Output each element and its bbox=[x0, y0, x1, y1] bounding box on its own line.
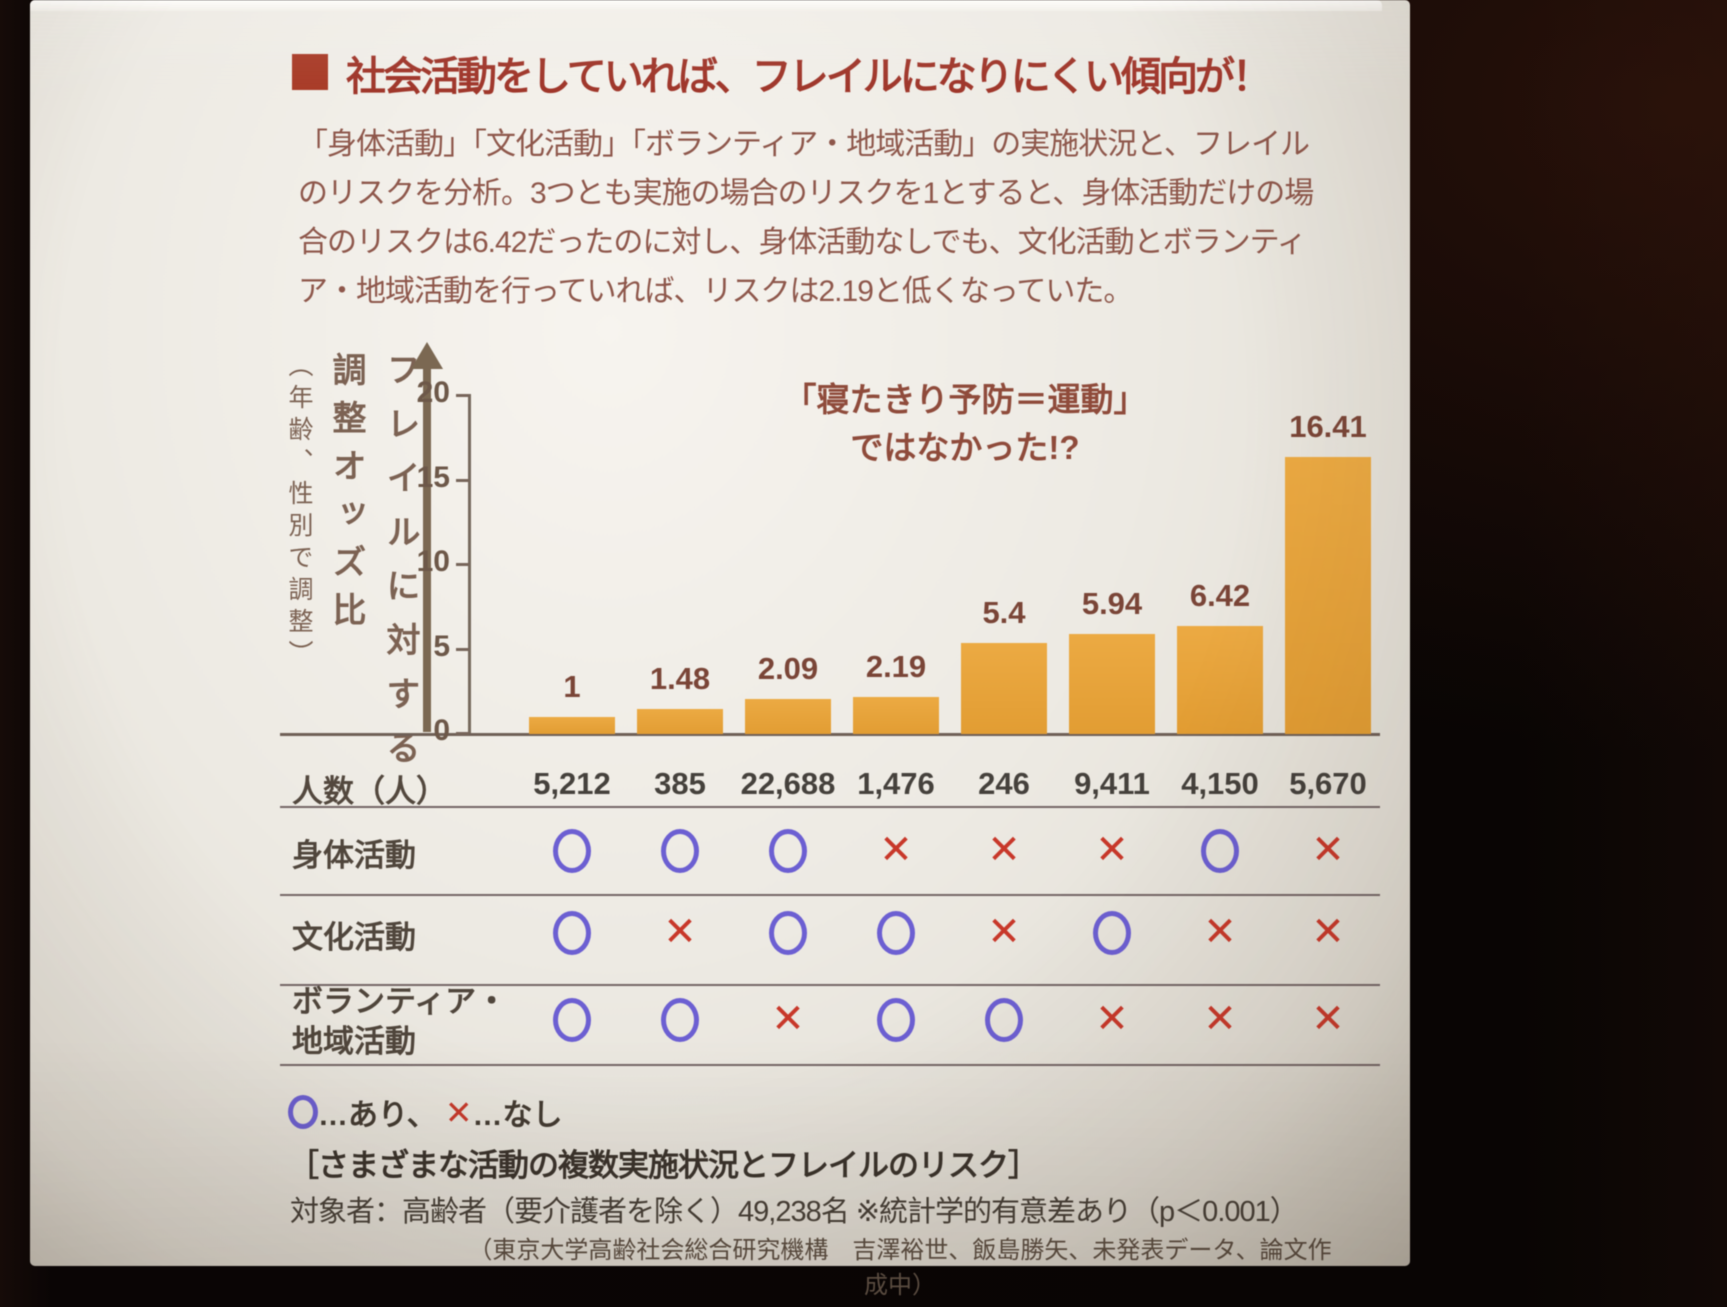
row-label-volunteer-activity-line2: 地域活動 bbox=[292, 1024, 416, 1059]
count-value: 5,212 bbox=[533, 766, 611, 801]
x-axis-baseline bbox=[280, 733, 1380, 736]
bar-value-label: 5.94 bbox=[1081, 586, 1143, 621]
y-axis-label-line1: フレイルに対する bbox=[381, 352, 419, 784]
bar bbox=[529, 717, 615, 734]
chart-region: 0 5 10 15 20 1 1.48 2.09 2.19 5.4 5.94 6.42 16.41 5,2… bbox=[30, 0, 1410, 1266]
intro-line: ア・地域活動を行っていれば、リスクは2.19と低くなっていた。 bbox=[298, 275, 1133, 308]
divider-line bbox=[280, 894, 1380, 896]
y-axis-line bbox=[468, 394, 471, 735]
divider-line bbox=[280, 806, 1380, 808]
y-tick-label: 10 bbox=[416, 545, 450, 578]
bar-value-label: 2.09 bbox=[757, 651, 819, 686]
cross-mark-icon: ✕ bbox=[1203, 910, 1237, 954]
y-tick-label: 20 bbox=[416, 376, 450, 409]
circle-mark-icon bbox=[985, 998, 1023, 1042]
cross-mark-icon: ✕ bbox=[1311, 910, 1345, 954]
legend-cross-text: …なし bbox=[472, 1099, 563, 1132]
cross-mark-icon: ✕ bbox=[987, 828, 1021, 872]
intro-paragraph: 「身体活動」「文化活動」「ボランティア・地域活動」の実施状況と、フレイル のリス… bbox=[298, 120, 1318, 316]
circle-mark-icon bbox=[553, 998, 591, 1042]
count-value: 1,476 bbox=[857, 766, 935, 801]
circle-mark-icon bbox=[769, 911, 807, 955]
intro-line: のリスクを分析。3つとも実施の場合のリスクを1とすると、身体活動だけの場 bbox=[298, 177, 1314, 210]
annotation-line: 「寝たきり予防＝運動」 bbox=[783, 381, 1147, 418]
legend-circle-text: …あり、 bbox=[318, 1099, 437, 1132]
y-tick-mark bbox=[456, 647, 469, 651]
cross-mark-icon: ✕ bbox=[444, 1093, 473, 1131]
y-axis-label-sub: （年齢、性別で調整） bbox=[285, 352, 313, 672]
circle-mark-icon bbox=[553, 829, 591, 873]
divider-line bbox=[280, 1064, 1380, 1066]
y-tick-mark bbox=[456, 563, 469, 566]
cross-mark-icon: ✕ bbox=[1311, 828, 1345, 872]
figure-caption: ［さまざまな活動の複数実施状況とフレイルのリスク］ bbox=[288, 1148, 1039, 1183]
y-tick-label: 0 bbox=[433, 714, 450, 747]
bar-value-label: 5.4 bbox=[982, 595, 1026, 630]
circle-mark-icon bbox=[661, 998, 699, 1042]
cross-mark-icon: ✕ bbox=[987, 910, 1021, 954]
circle-mark-icon bbox=[661, 829, 699, 873]
annotation-line: ではなかった!? bbox=[850, 429, 1080, 466]
y-axis-label: フレイルに対する 調整オッズ比 （年齢、性別で調整） bbox=[276, 352, 430, 872]
count-value: 5,670 bbox=[1289, 766, 1367, 801]
cross-mark-icon: ✕ bbox=[1095, 828, 1129, 872]
cross-mark-icon: ✕ bbox=[663, 910, 697, 954]
y-tick-label: 15 bbox=[416, 460, 450, 494]
cross-mark-icon: ✕ bbox=[879, 828, 913, 872]
row-label-volunteer-activity-line1: ボランティア・ bbox=[292, 984, 508, 1019]
circle-mark-icon bbox=[769, 829, 807, 873]
divider-line bbox=[280, 984, 1380, 986]
count-value: 4,150 bbox=[1181, 766, 1259, 801]
bar-value-label: 6.42 bbox=[1189, 578, 1251, 613]
count-value: 22,688 bbox=[740, 766, 836, 801]
cross-mark-icon: ✕ bbox=[1311, 997, 1345, 1041]
slide-title: 社会活動をしていれば、フレイルになりにくい傾向が！ bbox=[346, 55, 1272, 99]
circle-mark-icon bbox=[877, 998, 915, 1042]
count-value: 385 bbox=[654, 766, 706, 801]
bar-value-label: 1 bbox=[563, 669, 581, 704]
bar-value-label: 16.41 bbox=[1289, 409, 1367, 444]
count-value: 9,411 bbox=[1074, 766, 1150, 801]
y-tick-mark bbox=[456, 732, 469, 735]
y-tick-label: 5 bbox=[433, 629, 450, 663]
cross-mark-icon: ✕ bbox=[771, 997, 805, 1041]
bar bbox=[1069, 634, 1155, 734]
legend: …あり、 ✕ …なし bbox=[288, 1090, 562, 1134]
slide-top-edge bbox=[30, 0, 1382, 11]
row-label-physical-activity: 身体活動 bbox=[292, 838, 416, 873]
bar bbox=[1177, 626, 1263, 734]
source-credit: （東京大学高齢社会総合研究機構 吉澤裕世、飯島勝矢、未発表データ、論文作成中） bbox=[468, 1237, 1332, 1299]
circle-mark-icon bbox=[553, 911, 591, 955]
count-value: 246 bbox=[978, 766, 1030, 801]
y-axis-arrowhead-icon bbox=[411, 342, 443, 369]
intro-line: 合のリスクは6.42だったのに対し、身体活動なしでも、文化活動とボランティ bbox=[298, 226, 1307, 259]
counts-row-label: 人数（人） bbox=[292, 774, 447, 809]
circle-mark-icon bbox=[1201, 829, 1239, 873]
title-bullet-icon bbox=[292, 54, 328, 90]
chart-annotation: 「寝たきり予防＝運動」 ではなかった!? bbox=[715, 376, 1215, 472]
circle-mark-icon bbox=[288, 1095, 318, 1129]
y-tick-mark bbox=[456, 478, 469, 482]
row-label-cultural-activity: 文化活動 bbox=[292, 920, 416, 955]
bar bbox=[745, 699, 831, 734]
bar bbox=[1285, 457, 1371, 734]
cross-mark-icon: ✕ bbox=[1203, 997, 1237, 1041]
bar bbox=[637, 709, 723, 734]
circle-mark-icon bbox=[877, 911, 915, 955]
subjects-note: 対象者：高齢者（要介護者を除く）49,238名 ※統計学的有意差あり（p＜0.0… bbox=[290, 1196, 1299, 1228]
bar-value-label: 1.48 bbox=[649, 661, 711, 696]
bar-value-label: 2.19 bbox=[865, 649, 927, 684]
cross-mark-icon: ✕ bbox=[1095, 997, 1129, 1041]
circle-mark-icon bbox=[1093, 911, 1131, 955]
y-axis-arrow-icon bbox=[423, 366, 431, 732]
bar bbox=[853, 697, 939, 734]
y-axis-label-line2: 調整オッズ比 bbox=[327, 352, 365, 640]
projected-slide: 社会活動をしていれば、フレイルになりにくい傾向が！ 「身体活動」「文化活動」「ボ… bbox=[30, 0, 1410, 1299]
bar bbox=[961, 643, 1047, 734]
y-tick-mark bbox=[456, 394, 469, 397]
intro-line: 「身体活動」「文化活動」「ボランティア・地域活動」の実施状況と、フレイル bbox=[298, 128, 1310, 161]
